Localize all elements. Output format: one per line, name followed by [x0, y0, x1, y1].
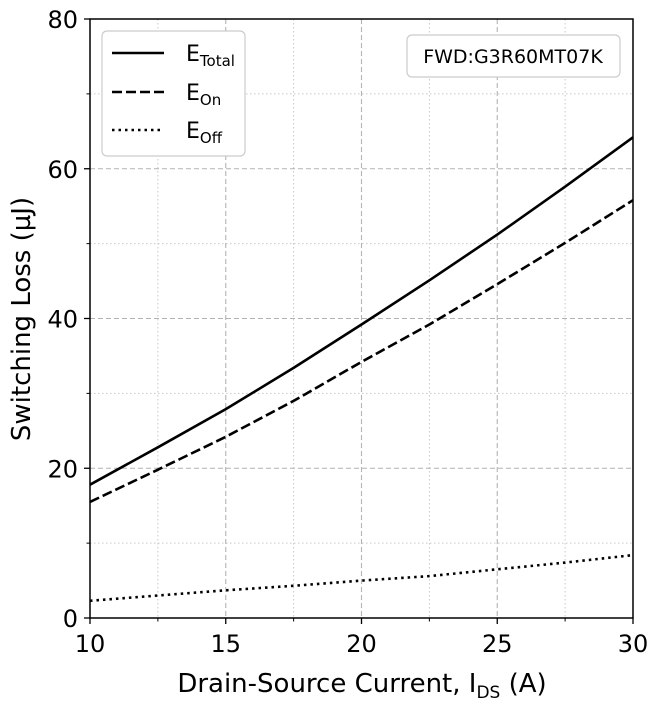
annotation-text: FWD:G3R60MT07K: [423, 46, 603, 68]
y-axis-title: Switching Loss (µJ): [7, 197, 37, 441]
series-line-off: [89, 553, 634, 603]
x-tick-label: 30: [618, 630, 649, 658]
x-axis-title-unit: (A): [500, 669, 546, 699]
x-tick-label: 20: [346, 630, 377, 658]
grid: [90, 19, 633, 618]
y-tick-label: 60: [47, 156, 78, 184]
y-tick-label: 40: [47, 306, 78, 334]
y-tick-label: 20: [47, 455, 78, 483]
x-axis-title: Drain-Source Current, IDS (A): [177, 669, 546, 702]
series-line-on: [89, 199, 634, 504]
legend-label-total: ETotal: [186, 42, 235, 70]
x-tick-label: 25: [482, 630, 513, 658]
legend: ETotal EOn EOff: [101, 30, 246, 157]
x-axis-title-main: Drain-Source Current, I: [177, 669, 476, 699]
legend-label-off: EOff: [186, 119, 223, 147]
legend-label-on: EOn: [186, 81, 221, 109]
tick-labels: 10 15 20 25 30 0 20 40 60 80: [47, 6, 648, 658]
axes: [84, 18, 634, 624]
y-tick-label: 0: [63, 605, 78, 633]
legend-box: [101, 30, 246, 157]
x-axis-title-subscript: DS: [476, 683, 500, 702]
x-tick-label: 15: [210, 630, 241, 658]
x-tick-label: 10: [75, 630, 106, 658]
annotation-box: FWD:G3R60MT07K: [406, 34, 621, 78]
series-line-total: [89, 136, 634, 486]
y-tick-label: 80: [47, 6, 78, 34]
annotation-frame: [406, 34, 621, 78]
series-layer: [89, 136, 634, 603]
